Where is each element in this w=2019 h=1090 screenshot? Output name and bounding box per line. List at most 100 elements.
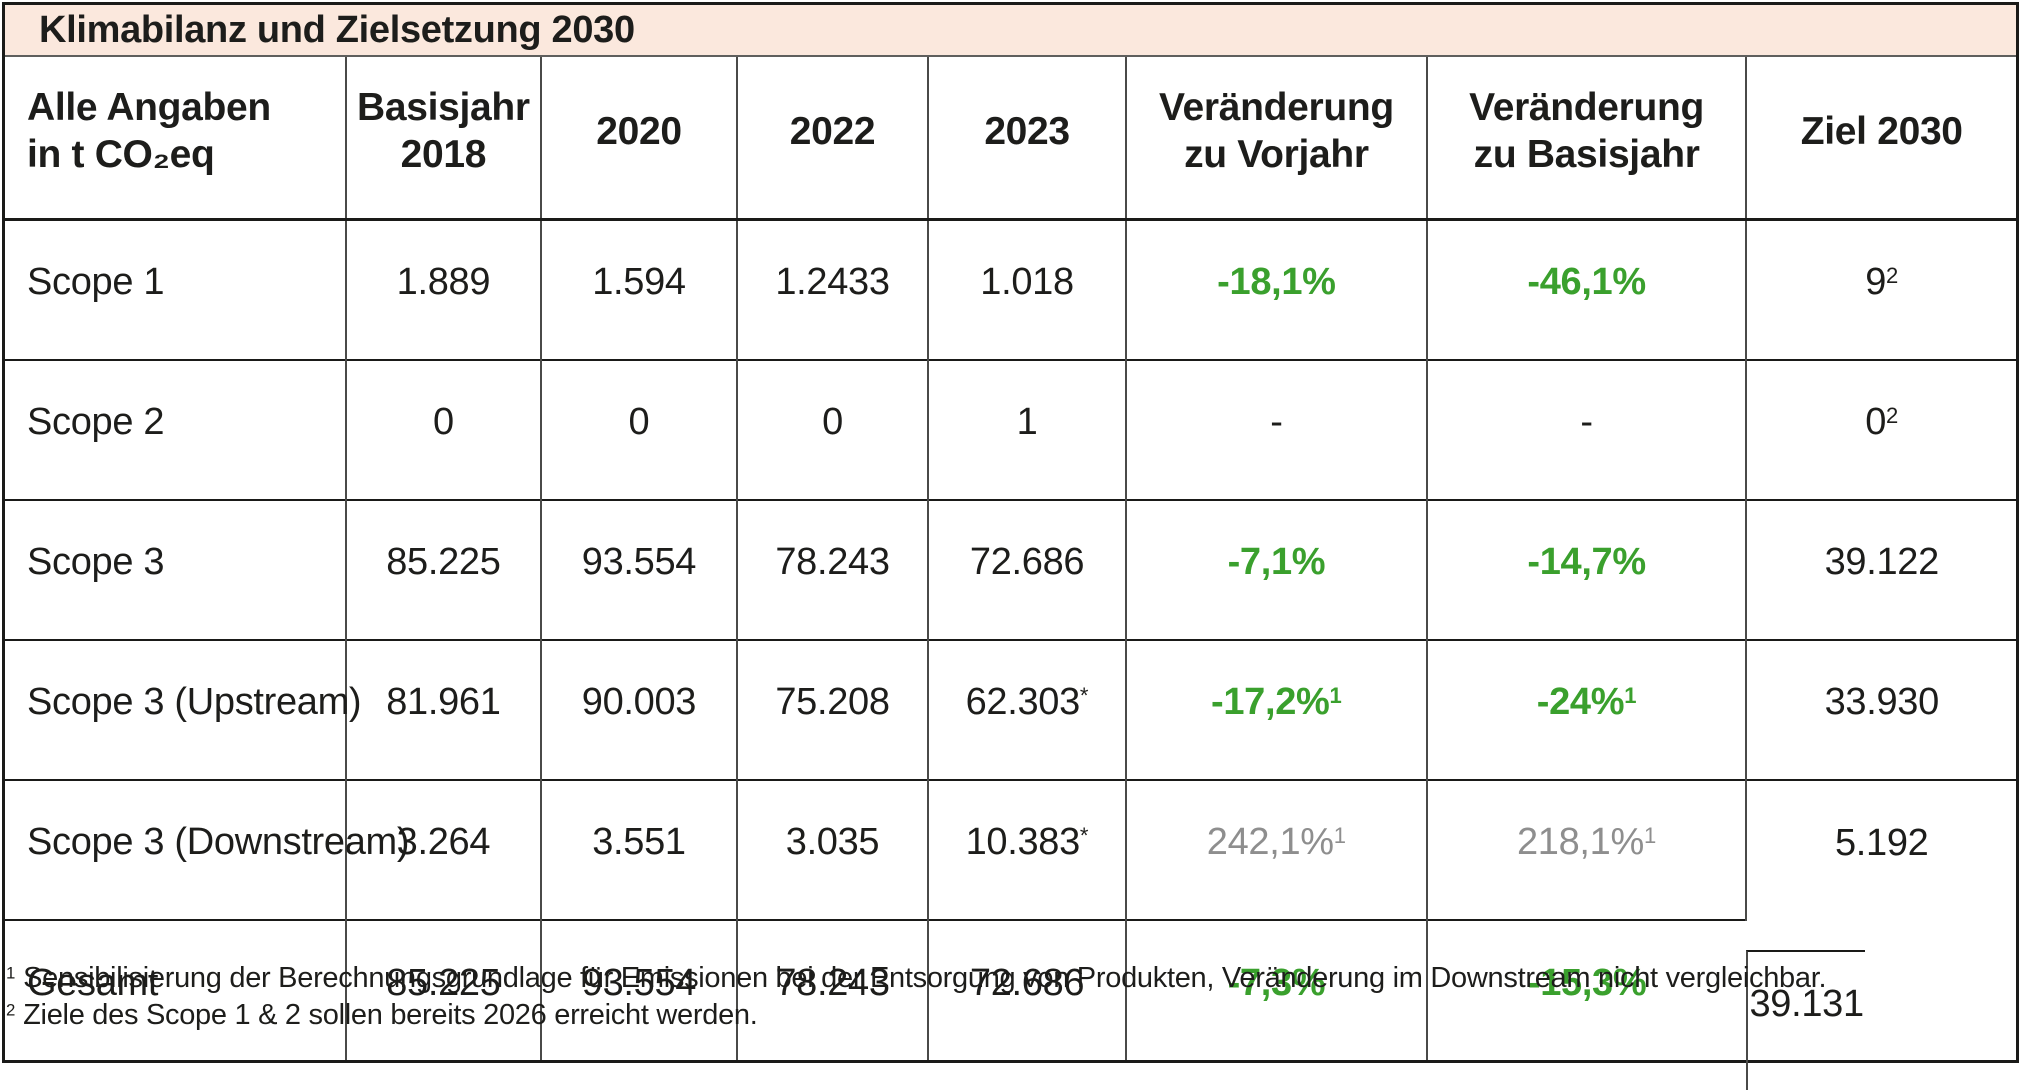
cell-value: 39.122: [1824, 541, 1940, 583]
value-cell: 10.383*: [927, 779, 1127, 920]
cell-value: 3.551: [592, 821, 686, 863]
superscript-marker: 1: [1624, 682, 1637, 708]
column-header-2: 2020: [539, 57, 737, 221]
footnote: 1 Sensibilisierung der Berechnungsgrundl…: [6, 962, 1827, 994]
cell-value: 242,1%1: [1206, 821, 1347, 863]
superscript-marker: 1: [1333, 822, 1347, 848]
cell-value: 93.554: [581, 961, 697, 1004]
value-cell: 1.889: [344, 219, 541, 360]
cell-value: 75.208: [775, 681, 890, 723]
value-cell: -14,7%: [1425, 499, 1747, 640]
superscript-marker: 1: [1329, 682, 1342, 708]
value-cell: 1.594: [539, 219, 737, 360]
cell-value: 1.018: [980, 261, 1074, 303]
value-cell: -46,1%: [1425, 219, 1747, 360]
table-row: Scope 3 (Upstream) 81.961 90.003 75.208 62.3…: [5, 639, 2016, 780]
cell-value: 93.554: [581, 541, 697, 583]
header-row: Alle Angaben in t CO₂eq Basisjahr 2018 2020 2…: [5, 57, 2016, 221]
column-header-1: Basisjahr 2018: [344, 57, 541, 221]
value-cell: 90.003: [539, 639, 737, 780]
cell-value: 3.035: [785, 821, 880, 863]
cell-value: -: [1580, 401, 1593, 443]
cell-value: -7,1%: [1227, 541, 1326, 583]
cell-value: -7,3%: [1227, 961, 1326, 1004]
superscript-marker: *: [1079, 822, 1089, 848]
value-cell: 5.192: [1745, 779, 2016, 920]
cell-value: 39.131: [1749, 983, 1864, 1025]
table-row: Gesamt 85.225 93.554 78.243 72.686 -7,3% -15,3…: [5, 919, 2016, 1090]
cell-value: 81.961: [386, 681, 501, 723]
cell-value: 0: [628, 401, 650, 443]
cell-value: 1.889: [396, 261, 491, 303]
value-cell: 3.551: [539, 779, 737, 920]
cell-value: 218,1%1: [1516, 821, 1657, 863]
column-header-5: Veränderung zu Vorjahr: [1125, 57, 1427, 221]
footnotes: 1 Sensibilisierung der Berechnungsgrundl…: [6, 960, 1996, 1034]
cell-value: 02: [1865, 401, 1899, 443]
cell-value: -24%1: [1536, 681, 1637, 723]
value-cell: 72.686: [927, 499, 1127, 640]
value-cell: 39.122: [1745, 499, 2016, 640]
table-row: Scope 3 (Downstream) 3.264 3.551 3.035 10.38…: [5, 779, 2016, 920]
cell-value: 0: [432, 401, 454, 443]
superscript-marker: 2: [1886, 402, 1899, 428]
table-title: Klimabilanz und Zielsetzung 2030: [5, 5, 2016, 57]
cell-value: -15,3%: [1527, 961, 1647, 1004]
cell-value: 0: [822, 401, 843, 443]
row-label: Scope 3: [5, 499, 346, 640]
column-header-7: Ziel 2030: [1745, 57, 2016, 221]
cell-value: 92: [1865, 261, 1899, 303]
value-cell: 242,1%1: [1125, 779, 1427, 920]
value-cell: 3.264: [344, 779, 541, 920]
cell-value: 1.2433: [775, 261, 890, 303]
value-cell: 93.554: [539, 499, 737, 640]
climate-balance-table: Alle Angaben in t CO₂eq Basisjahr 2018 2020 2…: [5, 57, 2016, 1090]
cell-value: -18,1%: [1217, 261, 1336, 303]
value-cell: 92: [1745, 219, 2016, 360]
value-cell: 39.131: [1746, 950, 1865, 1090]
value-cell: 0: [735, 359, 929, 500]
cell-value: -17,2%1: [1211, 681, 1342, 723]
cell-value: 10.383*: [965, 821, 1089, 863]
cell-value: -46,1%: [1527, 261, 1646, 303]
value-cell: 3.035: [735, 779, 929, 920]
row-label: Scope 3 (Downstream): [5, 779, 410, 920]
cell-value: 78.243: [775, 961, 890, 1004]
column-header-6: Veränderung zu Basisjahr: [1425, 57, 1747, 221]
value-cell: 62.303*: [927, 639, 1127, 780]
table-row: Scope 2 0 0 0 1 - - 02: [5, 359, 2016, 500]
value-cell: -18,1%: [1125, 219, 1427, 360]
table-row: Scope 1 1.889 1.594 1.2433 1.018 -18,1% -46,1%…: [5, 219, 2016, 360]
cell-value: 85.225: [386, 541, 501, 583]
cell-value: 72.686: [969, 541, 1085, 583]
cell-value: 5.192: [1834, 821, 1929, 864]
table-row: Scope 3 85.225 93.554 78.243 72.686 -7,1% -14,…: [5, 499, 2016, 640]
column-header-0: Alle Angaben in t CO₂eq: [5, 57, 346, 221]
footnote-marker: 1: [6, 963, 16, 983]
cell-value: 72.686: [969, 961, 1085, 1004]
value-cell: 1.018: [927, 219, 1127, 360]
superscript-marker: 1: [1643, 822, 1657, 848]
value-cell: -: [1425, 359, 1747, 500]
footnote: 2 Ziele des Scope 1 & 2 sollen bereits 2…: [6, 999, 758, 1031]
cell-value: 78.243: [775, 541, 890, 583]
cell-value: 3.264: [396, 821, 491, 863]
value-cell: 85.225: [344, 499, 541, 640]
cell-value: 1.594: [592, 261, 686, 303]
value-cell: 85.225: [344, 919, 541, 1060]
cell-value: 1: [1016, 401, 1038, 443]
table-body: Scope 1 1.889 1.594 1.2433 1.018 -18,1% -46,1%…: [5, 219, 2016, 1090]
value-cell: 0: [344, 359, 541, 500]
superscript-marker: 2: [1886, 262, 1899, 288]
value-cell: -24%1: [1425, 639, 1747, 780]
cell-value: 62.303*: [965, 681, 1089, 723]
value-cell: 1.2433: [735, 219, 929, 360]
value-cell: 33.930: [1745, 639, 2016, 780]
value-cell: 78.243: [735, 919, 929, 1060]
cell-value: -: [1270, 401, 1283, 443]
value-cell: 81.961: [344, 639, 541, 780]
value-cell: -7,1%: [1125, 499, 1427, 640]
value-cell: 78.243: [735, 499, 929, 640]
footnote-marker: 2: [6, 1000, 16, 1020]
